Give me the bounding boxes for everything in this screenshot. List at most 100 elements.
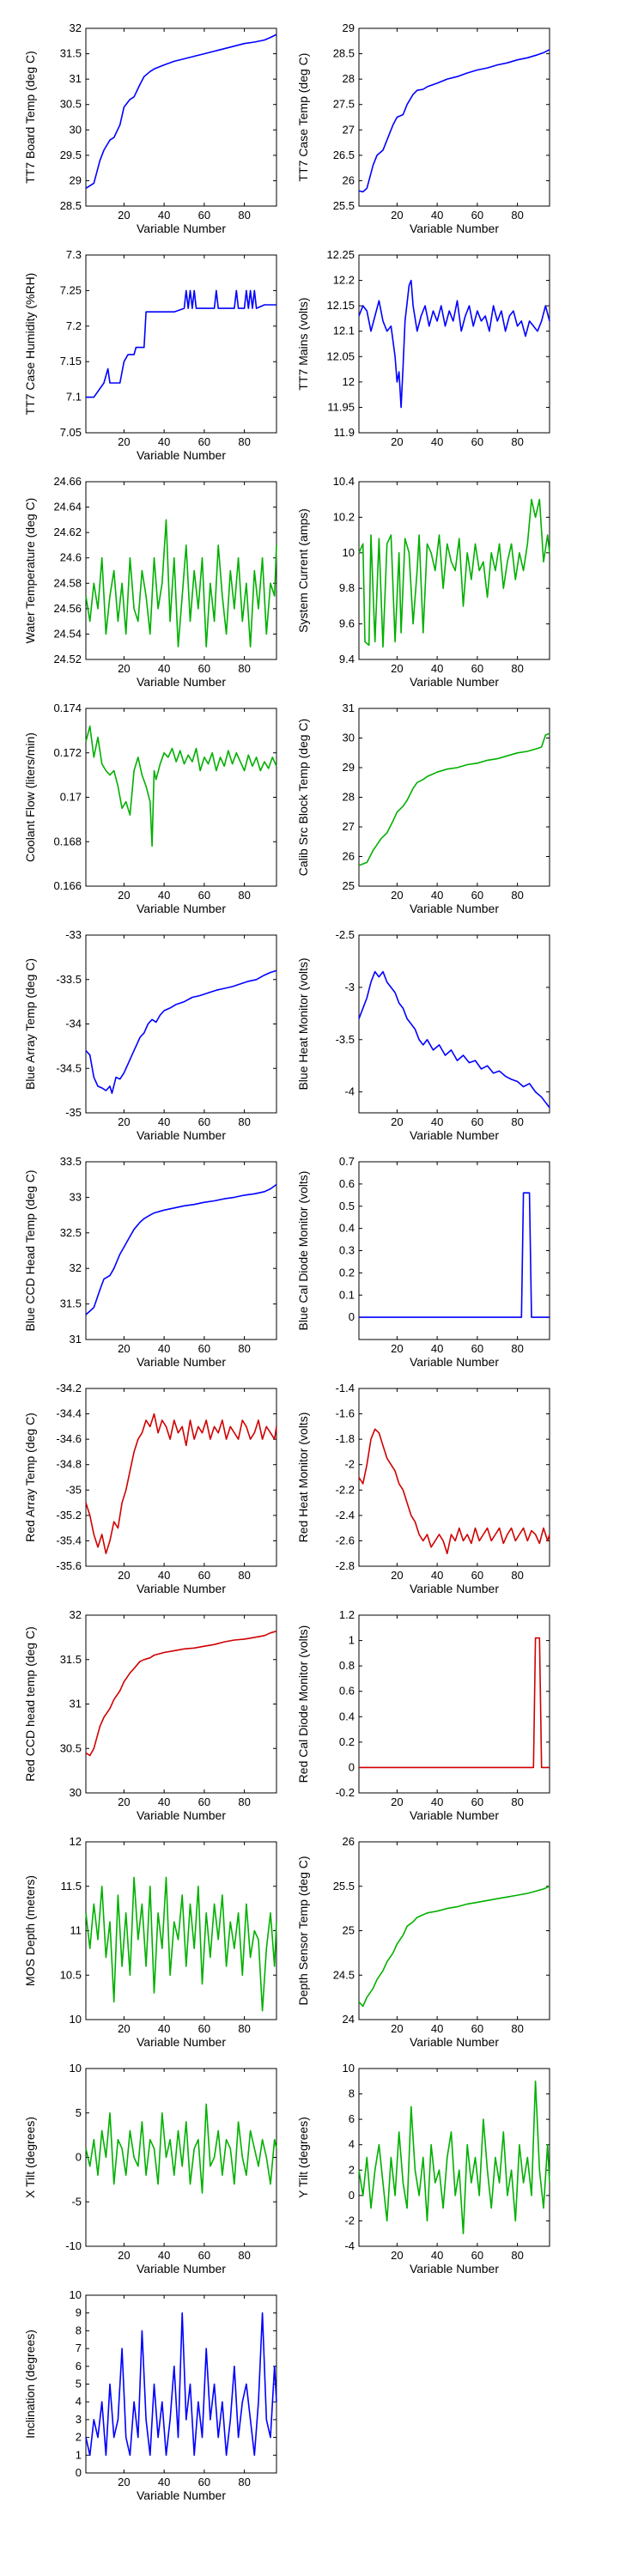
x-tick-label: 60 — [471, 1569, 483, 1582]
y-tick-label: 25 — [343, 879, 355, 892]
x-tick-label: 60 — [198, 2476, 210, 2488]
x-axis-label: Variable Number — [410, 1808, 499, 1822]
x-tick-label: 40 — [431, 209, 443, 222]
x-tick-label: 40 — [158, 889, 170, 902]
y-tick-label: 29.5 — [60, 149, 82, 161]
y-axis-label: Red Cal Diode Monitor (volts) — [296, 1625, 310, 1783]
plot-frame — [358, 2068, 550, 2247]
y-tick-label: 31.5 — [60, 1297, 82, 1310]
x-tick-label: 60 — [198, 1795, 210, 1808]
chart-panel-6: 9.4 9.6 9.8 10 10.2 10.4 20 40 60 80 Variable Numb… — [296, 475, 550, 689]
y-tick-label: 29 — [343, 21, 355, 34]
data-series-line — [85, 1630, 277, 1757]
y-tick-label: 0 — [76, 2151, 82, 2164]
x-tick-label: 80 — [511, 1569, 523, 1582]
y-tick-label: 29 — [343, 761, 355, 774]
y-tick-label: 0.174 — [53, 702, 82, 714]
y-tick-label: 12.1 — [333, 325, 355, 337]
y-tick-label: 0.5 — [339, 1200, 355, 1212]
data-series-line — [359, 1637, 550, 1769]
y-tick-label: 7.25 — [60, 283, 82, 296]
x-tick-label: 40 — [158, 209, 170, 222]
y-tick-label: 25.5 — [333, 1880, 355, 1893]
x-tick-label: 20 — [391, 1342, 403, 1355]
y-tick-label: 5 — [76, 2378, 82, 2391]
y-tick-label: 7 — [76, 2342, 82, 2354]
x-tick-label: 20 — [118, 2249, 130, 2262]
y-tick-label: 24 — [343, 2013, 355, 2026]
y-axis-label: TT7 Board Temp (deg C) — [23, 51, 37, 184]
y-axis-label: TT7 Case Temp (deg C) — [296, 53, 310, 182]
y-axis-label: MOS Depth (meters) — [23, 1875, 37, 1986]
x-tick-label: 60 — [198, 2022, 210, 2035]
y-tick-label: 31.5 — [60, 47, 82, 60]
y-tick-label: -33 — [65, 928, 82, 941]
x-tick-label: 20 — [118, 1795, 130, 1808]
x-tick-label: 60 — [198, 1569, 210, 1582]
y-tick-label: -33.5 — [56, 973, 82, 986]
y-tick-label: -34.4 — [56, 1407, 82, 1420]
plot-frame — [85, 1388, 277, 1567]
y-tick-label: 2 — [76, 2431, 82, 2444]
y-tick-label: -1.4 — [336, 1382, 355, 1394]
y-tick-label: -35 — [65, 1106, 82, 1119]
y-tick-label: -34.6 — [56, 1432, 82, 1445]
y-tick-label: -34.2 — [56, 1382, 82, 1394]
y-axis-label: Blue Cal Diode Monitor (volts) — [296, 1171, 310, 1331]
y-tick-label: 1.2 — [339, 1608, 355, 1621]
x-axis-label: Variable Number — [137, 2035, 226, 2049]
x-tick-label: 80 — [511, 2249, 523, 2262]
y-tick-label: 10 — [70, 2062, 82, 2075]
y-tick-label: -5 — [71, 2195, 82, 2208]
x-tick-label: 20 — [391, 662, 403, 675]
y-tick-label: -35.4 — [56, 1534, 82, 1546]
x-axis-label: Variable Number — [410, 2262, 499, 2275]
y-tick-label: 3 — [76, 2413, 82, 2426]
y-tick-label: 24.58 — [53, 576, 82, 589]
x-tick-label: 80 — [238, 1569, 250, 1582]
x-tick-label: 60 — [198, 2249, 210, 2262]
chart-panel-1: 28.5 29 29.5 30 30.5 31 31.5 32 20 40 60 80 Variable… — [23, 21, 277, 235]
x-tick-label: 80 — [238, 2476, 250, 2488]
x-axis-label: Variable Number — [137, 1128, 226, 1142]
y-tick-label: 32.5 — [60, 1226, 82, 1239]
x-axis-label: Variable Number — [137, 675, 226, 689]
y-tick-label: 0.8 — [339, 1659, 355, 1672]
y-tick-label: 24.54 — [53, 627, 82, 640]
y-tick-label: 26.5 — [333, 149, 355, 161]
y-tick-label: -35 — [65, 1483, 82, 1496]
x-tick-label: 20 — [118, 2476, 130, 2488]
y-axis-label: TT7 Mains (volts) — [296, 297, 310, 390]
chart-panel-10: -4 -3.5 -3 -2.5 20 40 60 80 Variable Number Blue … — [296, 928, 550, 1142]
y-axis-label: X Tilt (degrees) — [23, 2117, 37, 2198]
x-tick-label: 40 — [158, 1115, 170, 1128]
x-tick-label: 80 — [511, 2022, 523, 2035]
x-axis-label: Variable Number — [410, 222, 499, 235]
y-tick-label: 11.5 — [61, 1880, 82, 1893]
x-tick-label: 20 — [118, 435, 130, 448]
x-tick-label: 60 — [471, 209, 483, 222]
x-tick-label: 20 — [118, 889, 130, 902]
x-tick-label: 40 — [158, 2476, 170, 2488]
chart-panel-7: 0.166 0.168 0.17 0.172 0.174 20 40 60 80 Variable… — [23, 702, 277, 915]
x-tick-label: 40 — [158, 1342, 170, 1355]
y-tick-label: 24.62 — [53, 526, 82, 538]
plot-frame — [85, 1161, 277, 1340]
x-tick-label: 80 — [511, 889, 523, 902]
x-tick-label: 20 — [118, 1569, 130, 1582]
x-tick-label: 80 — [238, 662, 250, 675]
x-tick-label: 20 — [118, 662, 130, 675]
y-axis-label: Red Heat Monitor (volts) — [296, 1413, 310, 1543]
plot-frame — [85, 2294, 277, 2474]
y-tick-label: 0.4 — [339, 1710, 355, 1722]
plot-frame — [358, 481, 550, 660]
y-tick-label: 12.15 — [326, 299, 355, 312]
x-tick-label: 20 — [391, 889, 403, 902]
x-tick-label: 20 — [391, 209, 403, 222]
y-tick-label: 0.7 — [339, 1155, 355, 1168]
y-tick-label: -3 — [344, 981, 355, 993]
plot-frame — [358, 1614, 550, 1794]
y-axis-label: System Current (amps) — [296, 508, 310, 633]
data-series-line — [358, 2081, 550, 2234]
x-tick-label: 20 — [391, 435, 403, 448]
